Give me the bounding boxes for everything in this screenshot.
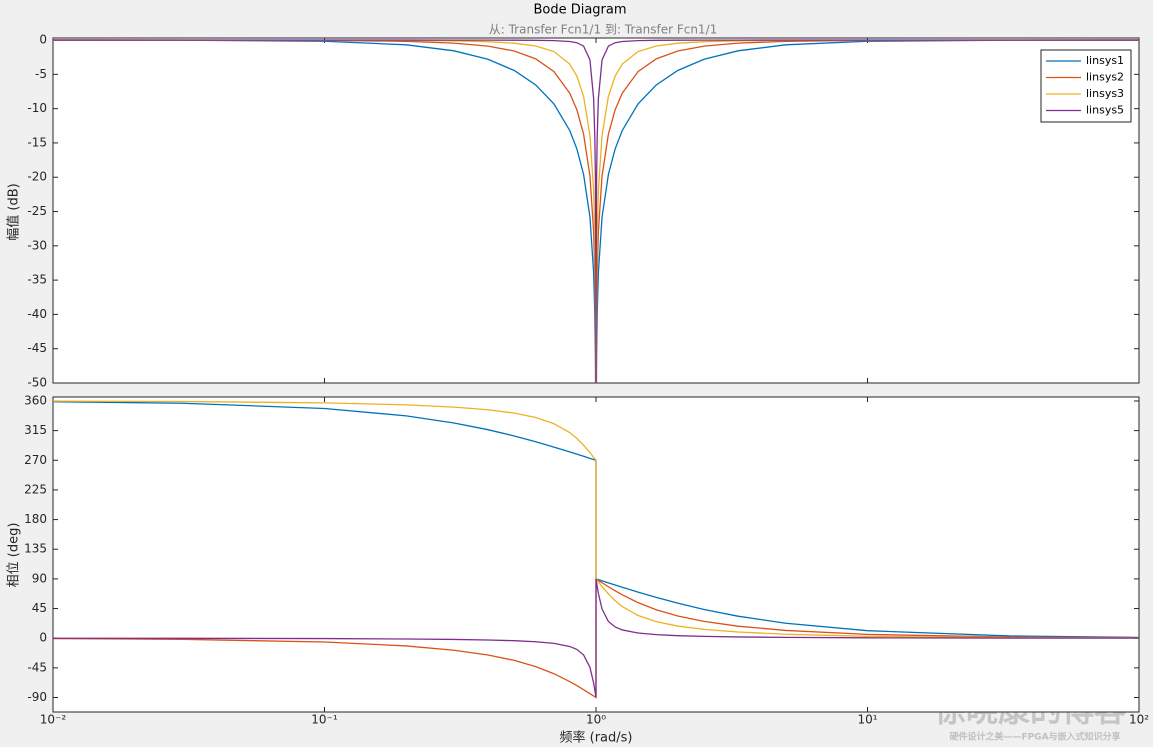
legend-label: linsys2	[1086, 71, 1124, 84]
y-tick-label: -20	[27, 170, 47, 184]
y-tick-label: -50	[27, 376, 47, 390]
y-tick-label: -10	[27, 101, 47, 115]
line	[53, 400, 1139, 639]
y-tick-label: 360	[24, 393, 47, 407]
y-tick-label: -5	[35, 67, 47, 81]
y-tick-label: -40	[27, 307, 47, 321]
line	[53, 578, 1139, 698]
y-axis-label: 幅值 (dB)	[6, 183, 22, 240]
y-tick-label: -45	[27, 660, 47, 674]
x-tick-label: 10²	[1129, 713, 1149, 727]
plot-lines	[53, 400, 1139, 699]
y-tick-label: 45	[32, 601, 47, 615]
y-axis-label: 相位 (deg)	[7, 523, 22, 588]
legend-label: linsys5	[1086, 104, 1124, 117]
legend-label: linsys1	[1086, 54, 1124, 67]
y-tick-label: -30	[27, 238, 47, 252]
chart-title: Bode Diagram	[533, 3, 626, 18]
y-tick-label: 0	[39, 33, 47, 47]
line	[53, 39, 1139, 383]
x-tick-label: 10¹	[857, 713, 877, 727]
y-tick-label: 315	[24, 423, 47, 437]
y-tick-label: -35	[27, 273, 47, 287]
legend-label: linsys3	[1086, 87, 1124, 100]
y-tick-label: 225	[24, 482, 47, 496]
plot-lines	[53, 39, 1139, 383]
y-tick-label: -15	[27, 135, 47, 149]
y-tick-label: 180	[24, 512, 47, 526]
line	[53, 39, 1139, 383]
x-tick-label: 10⁻¹	[311, 713, 338, 727]
line	[53, 39, 1139, 383]
y-tick-label: 135	[24, 542, 47, 556]
x-axis-label: 频率 (rad/s)	[560, 730, 633, 746]
watermark-subtitle: 硬件设计之美——FPGA与嵌入式知识分享	[949, 731, 1120, 743]
chart-subtitle: 从: Transfer Fcn1/1 到: Transfer Fcn1/1	[489, 23, 718, 37]
x-tick-label: 10⁻²	[40, 713, 67, 727]
line	[53, 39, 1139, 383]
y-tick-label: -25	[27, 204, 47, 218]
y-tick-label: 0	[39, 631, 47, 645]
y-tick-label: -45	[27, 341, 47, 355]
y-tick-label: 90	[32, 571, 47, 585]
y-tick-label: 270	[24, 453, 47, 467]
x-tick-label: 10⁰	[586, 713, 606, 727]
y-tick-label: -90	[27, 690, 47, 704]
